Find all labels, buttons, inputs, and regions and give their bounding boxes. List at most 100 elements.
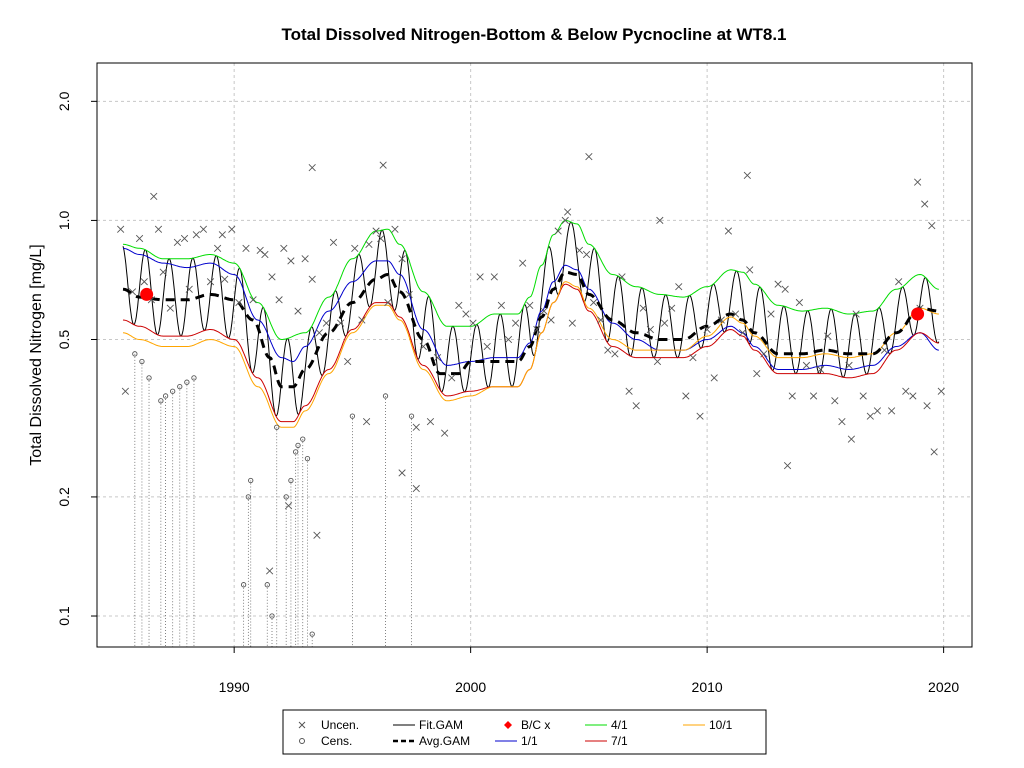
- uncensored-point: [568, 319, 576, 327]
- uncensored-point: [135, 234, 144, 243]
- uncensored-point: [809, 392, 818, 400]
- uncensored-point: [831, 397, 839, 405]
- uncensored-point: [199, 225, 208, 233]
- uncensored-point: [308, 275, 316, 283]
- uncensored-point: [783, 461, 792, 470]
- uncensored-point: [937, 387, 945, 395]
- uncensored-point: [249, 296, 257, 304]
- uncensored-point: [625, 387, 633, 395]
- uncensored-point: [308, 163, 316, 172]
- legend-label: 10/1: [709, 718, 733, 732]
- censored-point: [300, 436, 306, 442]
- bc-point: [911, 307, 925, 321]
- uncensored-point: [433, 353, 442, 362]
- uncensored-point: [497, 301, 506, 309]
- uncensored-point: [847, 435, 856, 443]
- uncensored-point: [192, 231, 200, 239]
- uncensored-point: [154, 225, 163, 233]
- uncensored-point: [426, 418, 435, 426]
- uncensored-point: [781, 285, 789, 293]
- uncensored-point: [632, 402, 640, 410]
- uncensored-point: [639, 304, 647, 312]
- legend-symbol: [299, 738, 305, 744]
- censored-point: [177, 384, 183, 390]
- uncensored-point: [913, 178, 922, 186]
- censored-point: [184, 379, 190, 385]
- uncensored-point: [585, 152, 593, 161]
- uncensored-point: [923, 402, 931, 410]
- legend-label: B/C x: [521, 718, 550, 732]
- uncensored-point: [611, 350, 619, 358]
- uncensored-point: [511, 319, 520, 327]
- censored-point: [158, 398, 164, 404]
- uncensored-point: [921, 200, 929, 208]
- uncensored-point: [760, 350, 768, 358]
- uncensored-point: [490, 273, 498, 281]
- uncensored-point: [824, 332, 832, 340]
- uncensored-point: [280, 244, 288, 252]
- censored-point: [283, 494, 289, 500]
- uncensored-point: [166, 304, 174, 312]
- uncensored-point: [682, 392, 690, 400]
- uncensored-point: [767, 310, 775, 318]
- legend-symbol: [298, 721, 306, 729]
- uncensored-point: [852, 310, 860, 318]
- uncensored-point: [441, 429, 449, 437]
- x-tick-label: 2000: [455, 679, 486, 695]
- uncensored-point: [218, 231, 226, 239]
- y-tick-label: 1.0: [56, 210, 72, 230]
- uncensored-point: [275, 296, 283, 304]
- censored-point: [309, 631, 315, 637]
- uncensored-point: [315, 329, 323, 337]
- uncensored-point: [838, 418, 846, 426]
- x-tick-label: 2020: [928, 679, 959, 695]
- uncensored-point: [150, 192, 158, 201]
- censored-point: [295, 442, 301, 449]
- uncensored-point: [817, 365, 825, 374]
- censored-point: [248, 477, 254, 484]
- censored-point: [264, 582, 270, 588]
- uncensored-point: [582, 250, 591, 259]
- censored-point: [139, 358, 145, 365]
- uncensored-point: [284, 502, 293, 510]
- uncensored-point: [703, 325, 711, 334]
- uncensored-point: [909, 392, 917, 400]
- grid: [97, 63, 972, 647]
- x-tick-label: 1990: [219, 679, 250, 695]
- uncensored-point: [902, 387, 910, 395]
- uncensored-point: [533, 325, 541, 334]
- censored-point: [132, 351, 138, 357]
- uncensored-point: [365, 240, 373, 248]
- legend-symbol: [504, 721, 512, 729]
- uncensored-point: [526, 301, 534, 309]
- uncensored-point: [379, 161, 387, 169]
- series-avg-gam: [122, 270, 940, 389]
- uncensored-point: [717, 316, 725, 324]
- uncensored-point: [519, 259, 527, 267]
- series-7-1: [122, 283, 939, 423]
- x-tick-label: 2010: [692, 679, 723, 695]
- uncensored-point: [604, 346, 612, 354]
- series-4-1: [122, 219, 939, 340]
- censored-point: [240, 582, 247, 588]
- uncensored-point: [351, 244, 359, 252]
- uncensored-point: [753, 369, 761, 378]
- uncensored-point: [287, 257, 295, 265]
- series-10-1: [122, 281, 939, 428]
- uncensored-point: [476, 273, 484, 281]
- uncensored-point: [180, 234, 189, 243]
- censored-point: [304, 455, 311, 462]
- uncensored-point: [391, 225, 399, 233]
- y-axis-label: Total Dissolved Nitrogen [mg/L]: [28, 244, 45, 465]
- uncensored-point: [419, 342, 427, 351]
- uncensored-point: [866, 412, 874, 420]
- uncensored-point: [653, 357, 662, 366]
- uncensored-point: [128, 288, 137, 296]
- uncensored-point: [597, 316, 605, 324]
- uncensored-point: [221, 275, 229, 283]
- uncensored-point: [895, 278, 903, 286]
- censored-point: [245, 494, 252, 500]
- uncensored-point: [873, 407, 882, 415]
- uncensored-point: [710, 374, 718, 382]
